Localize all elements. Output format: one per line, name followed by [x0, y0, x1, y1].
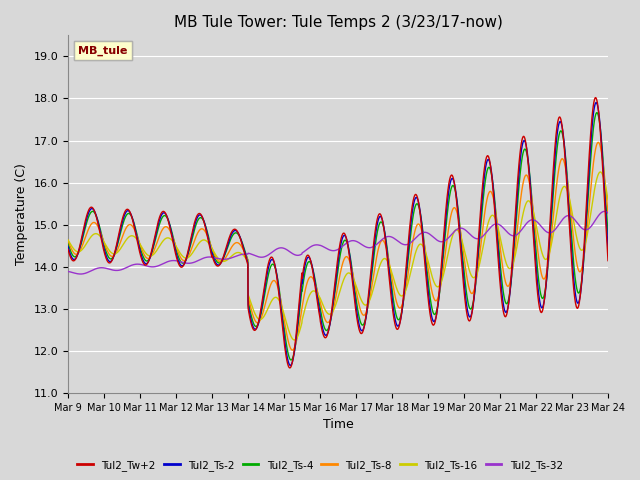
- X-axis label: Time: Time: [323, 419, 353, 432]
- Title: MB Tule Tower: Tule Temps 2 (3/23/17-now): MB Tule Tower: Tule Temps 2 (3/23/17-now…: [173, 15, 502, 30]
- Legend: MB_tule: MB_tule: [74, 41, 132, 60]
- Legend: Tul2_Tw+2, Tul2_Ts-2, Tul2_Ts-4, Tul2_Ts-8, Tul2_Ts-16, Tul2_Ts-32: Tul2_Tw+2, Tul2_Ts-2, Tul2_Ts-4, Tul2_Ts…: [73, 456, 567, 475]
- Y-axis label: Temperature (C): Temperature (C): [15, 163, 28, 265]
